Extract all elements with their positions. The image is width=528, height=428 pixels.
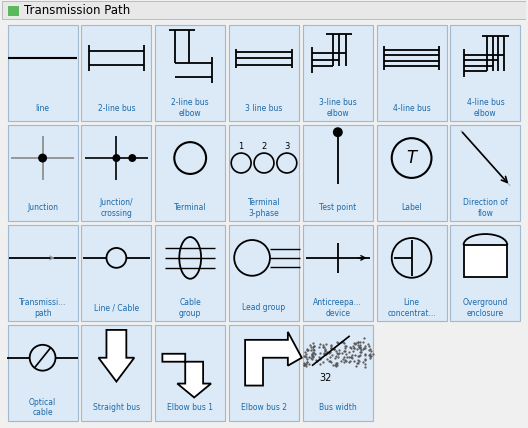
Bar [450,25,520,121]
Bar [81,225,152,321]
Text: T: T [407,149,417,167]
Polygon shape [245,332,302,386]
Bar [2,1,526,19]
Circle shape [128,154,136,162]
Bar [8,325,78,421]
Bar [303,225,373,321]
Text: Straight bus: Straight bus [93,403,140,412]
Bar [229,25,299,121]
Text: 1: 1 [239,142,244,151]
Bar [155,25,225,121]
Bar [303,125,373,221]
Text: Elbow bus 2: Elbow bus 2 [241,403,287,412]
Text: Label: Label [401,203,422,212]
Text: Overground
enclosure: Overground enclosure [463,298,508,318]
Bar [81,325,152,421]
Bar [7,5,18,16]
Text: Cable
group: Cable group [179,298,201,318]
Text: Terminal
3-phase: Terminal 3-phase [248,198,280,218]
Bar [155,125,225,221]
Text: line: line [35,104,50,113]
Text: 3-line bus
elbow: 3-line bus elbow [319,98,357,118]
Text: 4-line bus: 4-line bus [393,104,430,113]
Bar [81,125,152,221]
Polygon shape [99,330,134,382]
Text: 2-line bus: 2-line bus [98,104,135,113]
Text: Transmission Path: Transmission Path [24,4,130,17]
Bar [8,25,78,121]
Bar [303,25,373,121]
Bar [376,225,447,321]
Text: Test point: Test point [319,203,356,212]
Polygon shape [163,354,211,398]
Text: Bus width: Bus width [319,403,357,412]
Bar [464,245,507,277]
Ellipse shape [180,237,201,279]
Bar [376,25,447,121]
Text: 32: 32 [319,373,332,383]
Bar [8,125,78,221]
Bar [229,325,299,421]
Text: 3 line bus: 3 line bus [246,104,282,113]
Bar [155,225,225,321]
Text: Line
concentrat...: Line concentrat... [388,298,436,318]
Text: Junction/
crossing: Junction/ crossing [100,198,133,218]
Text: Lead group: Lead group [242,303,286,312]
Bar [155,325,225,421]
Bar [81,25,152,121]
Text: Optical
cable: Optical cable [29,398,56,417]
Text: 4-line bus
elbow: 4-line bus elbow [467,98,504,118]
Text: Junction: Junction [27,203,58,212]
Text: Elbow bus 1: Elbow bus 1 [167,403,213,412]
Bar [376,125,447,221]
Bar [8,225,78,321]
Bar [450,225,520,321]
Text: 2-line bus
elbow: 2-line bus elbow [172,98,209,118]
Bar [450,125,520,221]
Text: 3: 3 [284,142,289,151]
Text: 2: 2 [261,142,267,151]
Text: Terminal: Terminal [174,203,206,212]
Text: Anticreepa...
device: Anticreepa... device [314,298,362,318]
Circle shape [38,154,47,163]
Text: Direction of
flow: Direction of flow [463,198,508,218]
Circle shape [333,127,343,137]
Bar [229,125,299,221]
Text: Line / Cable: Line / Cable [94,303,139,312]
Bar [229,225,299,321]
Bar [303,325,373,421]
Text: Transmissi...
path: Transmissi... path [19,298,67,318]
Circle shape [112,154,120,162]
